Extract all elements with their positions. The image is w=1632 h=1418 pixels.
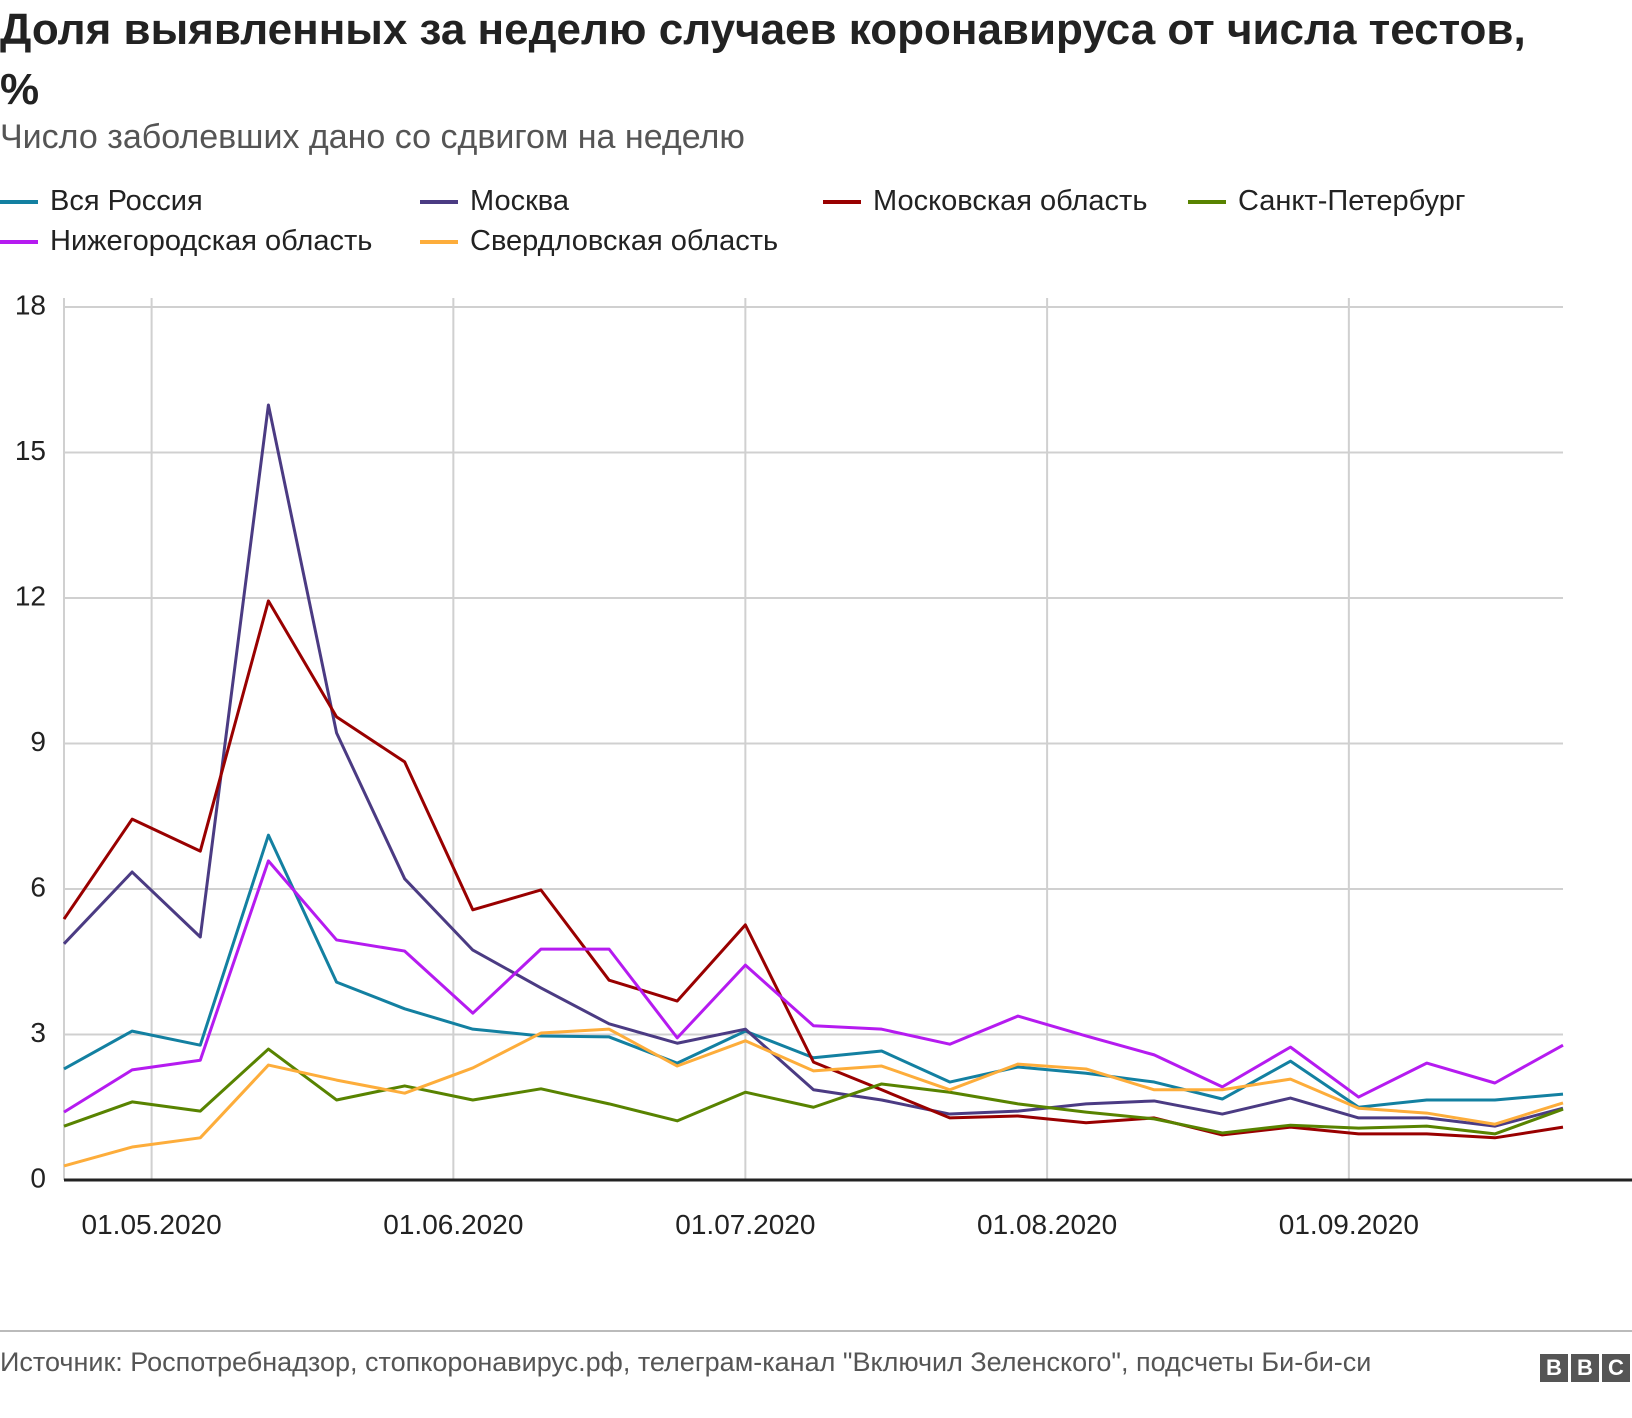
legend-item: Санкт-Петербург — [1188, 185, 1465, 218]
legend-label: Вся Россия — [50, 185, 203, 217]
series-line — [62, 599, 1564, 1140]
source: Источник: Роспотребнадзор, стопкоронавир… — [0, 1347, 1372, 1377]
logo-letter: B — [1540, 1354, 1568, 1382]
y-tick-label: 6 — [30, 871, 46, 902]
legend-label: Свердловская область — [470, 225, 779, 257]
legend-item: Вся Россия — [0, 185, 203, 218]
series-line — [63, 1047, 1564, 1136]
x-tick-label: 01.07.2020 — [675, 1209, 815, 1240]
legend-swatch — [0, 239, 38, 244]
footer: Источник: Роспотребнадзор, стопкоронавир… — [0, 1330, 1632, 1382]
legend-label: Москва — [470, 185, 570, 217]
y-tick-label: 12 — [15, 580, 46, 611]
legend-swatch — [823, 199, 861, 204]
y-tick-label: 15 — [15, 435, 46, 466]
y-tick-label: 0 — [30, 1162, 46, 1193]
legend-item: Московская область — [823, 185, 1147, 218]
y-tick-label: 18 — [15, 289, 46, 320]
logo-letter: C — [1602, 1354, 1630, 1382]
y-tick-label: 3 — [30, 1017, 46, 1048]
legend-item: Нижегородская область — [0, 225, 372, 258]
legend-swatch — [420, 239, 458, 244]
x-tick-label: 01.08.2020 — [977, 1209, 1117, 1240]
y-tick-label: 9 — [30, 726, 46, 757]
legend: Вся Россия Москва Московская область Санкт-… — [0, 185, 1632, 275]
legend-label: Московская область — [873, 185, 1148, 217]
x-tick-label: 01.06.2020 — [383, 1209, 523, 1240]
series-line — [63, 859, 1564, 1114]
chart-subtitle: Число заболевших дано со сдвигом на неде… — [0, 118, 745, 156]
legend-swatch — [420, 199, 458, 204]
legend-item: Москва — [420, 185, 569, 218]
series-line — [63, 1027, 1564, 1168]
series-line — [62, 403, 1564, 1128]
legend-swatch — [0, 199, 38, 204]
chart-title: Доля выявленных за неделю случаев корона… — [0, 5, 1526, 114]
legend-label: Санкт-Петербург — [1238, 185, 1466, 217]
legend-item: Свердловская область — [420, 225, 778, 258]
x-tick-label: 01.05.2020 — [82, 1209, 222, 1240]
legend-label: Нижегородская область — [50, 225, 373, 257]
legend-swatch — [1188, 199, 1226, 204]
logo: B B C — [1540, 1354, 1630, 1382]
chart: 0 3 6 9 12 15 18 01.05.2020 01.06.2020 01.07.2020… — [15, 289, 1632, 1240]
logo-letter: B — [1571, 1354, 1599, 1382]
series-line — [63, 833, 1564, 1109]
x-tick-label: 01.09.2020 — [1279, 1209, 1419, 1240]
